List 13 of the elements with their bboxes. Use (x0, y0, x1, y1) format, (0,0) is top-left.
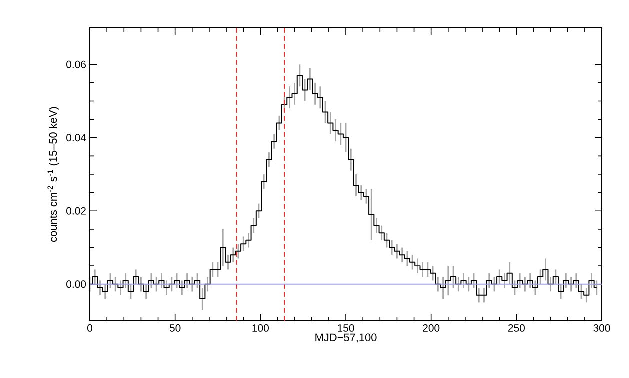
y-tick-label: 0.06 (66, 60, 86, 68)
x-tick-label: 300 (594, 324, 610, 332)
y-tick-label: 0.04 (66, 134, 86, 142)
x-tick-label: 200 (423, 324, 440, 332)
x-tick-label: 0 (88, 324, 92, 332)
y-axis-title: counts cm$^{-2}$ s$^{-1}$ (15–50 keV) (48, 107, 60, 242)
x-tick-label: 100 (252, 324, 269, 332)
y-tick-label: 0.02 (66, 207, 86, 215)
x-tick-label: 250 (508, 324, 525, 332)
x-tick-label: 50 (170, 324, 181, 332)
y-tick-label: 0.00 (66, 280, 86, 288)
x-axis-title: MJD−57,100 (316, 334, 377, 343)
x-tick-label: 150 (338, 324, 354, 332)
